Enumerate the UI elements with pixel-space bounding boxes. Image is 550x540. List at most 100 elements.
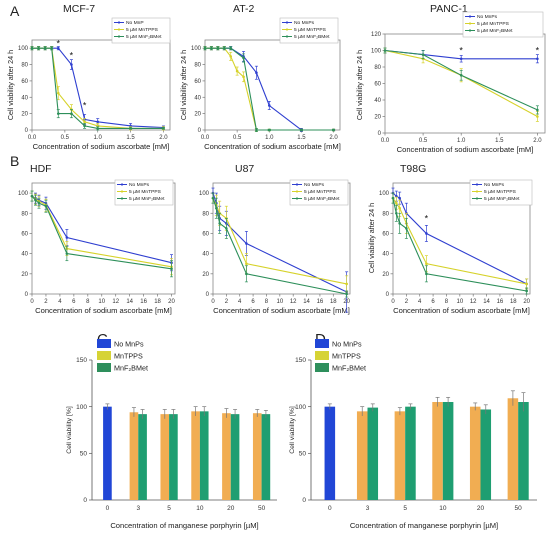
data-point bbox=[216, 46, 220, 50]
series-line bbox=[212, 192, 347, 293]
legend-marker bbox=[295, 190, 299, 193]
series-line bbox=[31, 195, 172, 268]
y-tick-label: 0 bbox=[206, 292, 210, 298]
significance-marker: * bbox=[70, 51, 74, 61]
x-tick-label: 0 bbox=[328, 505, 332, 512]
data-point bbox=[425, 232, 428, 235]
x-tick-label: 2.0 bbox=[329, 135, 338, 141]
x-tick-label: 1.5 bbox=[297, 135, 306, 141]
x-axis-label: Concentration of sodium ascorbate [mM] bbox=[35, 306, 172, 315]
series-line bbox=[392, 197, 527, 285]
legend-label: No MnPs bbox=[332, 340, 362, 349]
x-tick-label: 16 bbox=[140, 299, 147, 305]
data-point bbox=[383, 49, 387, 52]
x-tick-label: 5 bbox=[403, 505, 407, 512]
y-tick-label: 80 bbox=[202, 211, 209, 217]
x-tick-label: 3 bbox=[136, 505, 140, 512]
legend: No MnPs MnTPPS MnF₂BMet bbox=[315, 339, 366, 373]
x-tick-label: 5 bbox=[167, 505, 171, 512]
y-axis-label: Cell viability after 24 h bbox=[179, 50, 188, 120]
data-point bbox=[525, 282, 528, 286]
x-tick-label: 4 bbox=[238, 299, 242, 305]
x-tick-label: 6 bbox=[431, 299, 435, 305]
data-point bbox=[44, 204, 48, 208]
legend-marker bbox=[120, 183, 124, 186]
x-tick-label: 8 bbox=[86, 299, 90, 305]
x-tick-label: 0 bbox=[391, 299, 395, 305]
legend-marker bbox=[285, 35, 289, 38]
data-point bbox=[235, 69, 239, 73]
y-tick-label: 20 bbox=[194, 112, 201, 118]
significance-marker: * bbox=[83, 100, 87, 110]
legend-label: No MnPs bbox=[304, 182, 325, 188]
series-2 bbox=[211, 192, 349, 298]
significance-marker: * bbox=[57, 38, 61, 48]
x-tick-label: 1.0 bbox=[265, 135, 274, 141]
data-point bbox=[345, 282, 348, 286]
x-tick-label: 0.0 bbox=[28, 135, 37, 141]
data-point bbox=[459, 57, 463, 61]
y-tick-label: 100 bbox=[76, 404, 87, 411]
legend-marker bbox=[120, 190, 124, 193]
data-point bbox=[211, 196, 215, 200]
y-tick-label: 20 bbox=[382, 272, 389, 278]
x-tick-label: 0.5 bbox=[61, 135, 70, 141]
y-axis-label: Cell viability after 24 h bbox=[355, 50, 364, 120]
legend-marker bbox=[295, 197, 299, 200]
data-point bbox=[459, 73, 463, 77]
legend-label: MnF₂BMet bbox=[332, 364, 366, 373]
bar bbox=[191, 411, 200, 500]
series-2 bbox=[383, 47, 539, 115]
y-tick-label: 100 bbox=[199, 191, 210, 197]
x-tick-label: 8 bbox=[265, 299, 269, 305]
x-axis-label: Concentration of sodium ascorbate [mM] bbox=[397, 145, 534, 154]
series-2 bbox=[391, 192, 529, 295]
data-point bbox=[229, 46, 233, 50]
data-point bbox=[395, 201, 398, 205]
y-tick-label: 60 bbox=[202, 231, 209, 237]
plot-frame bbox=[392, 182, 531, 295]
y-tick-label: 80 bbox=[194, 63, 201, 69]
data-point bbox=[245, 262, 248, 266]
series-line bbox=[32, 47, 164, 129]
data-point bbox=[405, 227, 408, 230]
x-tick-label: 4 bbox=[418, 299, 422, 305]
legend-swatch bbox=[97, 339, 111, 348]
chart-panel_d: 0 50 100 150 Cell viability [%] 0 3 5 10 20 50 Conc… bbox=[289, 339, 537, 530]
x-tick-label: 1.0 bbox=[457, 138, 466, 144]
data-point bbox=[50, 46, 54, 50]
data-point bbox=[34, 198, 37, 202]
data-point bbox=[65, 252, 69, 255]
data-point bbox=[96, 120, 100, 124]
bar bbox=[261, 414, 271, 500]
y-tick-label: 40 bbox=[194, 95, 201, 101]
legend-marker bbox=[117, 28, 121, 31]
series-line bbox=[384, 49, 538, 117]
legend-swatch bbox=[97, 363, 111, 372]
bar bbox=[432, 402, 443, 500]
y-tick-label: 40 bbox=[21, 95, 28, 101]
y-tick-label: 40 bbox=[382, 252, 389, 258]
x-tick-label: 0.0 bbox=[201, 135, 210, 141]
x-tick-label: 10 bbox=[196, 505, 204, 512]
bar bbox=[199, 411, 209, 500]
data-point bbox=[229, 55, 233, 58]
data-point bbox=[56, 46, 60, 50]
x-tick-label: 50 bbox=[258, 505, 266, 512]
bar bbox=[103, 406, 112, 500]
x-tick-label: 12 bbox=[112, 299, 119, 305]
x-tick-label: 12 bbox=[470, 299, 477, 305]
x-tick-label: 18 bbox=[510, 299, 517, 305]
y-tick-label: 80 bbox=[374, 65, 381, 71]
y-tick-label: 60 bbox=[21, 231, 28, 237]
x-tick-label: 0.5 bbox=[419, 138, 428, 144]
data-point bbox=[56, 91, 60, 95]
bar bbox=[230, 414, 240, 500]
series-line bbox=[205, 47, 334, 131]
data-point bbox=[222, 46, 226, 50]
y-tick-label: 20 bbox=[202, 272, 209, 278]
plot-frame bbox=[31, 182, 176, 295]
legend-label: No MnPs bbox=[114, 340, 144, 349]
bar bbox=[507, 398, 519, 500]
